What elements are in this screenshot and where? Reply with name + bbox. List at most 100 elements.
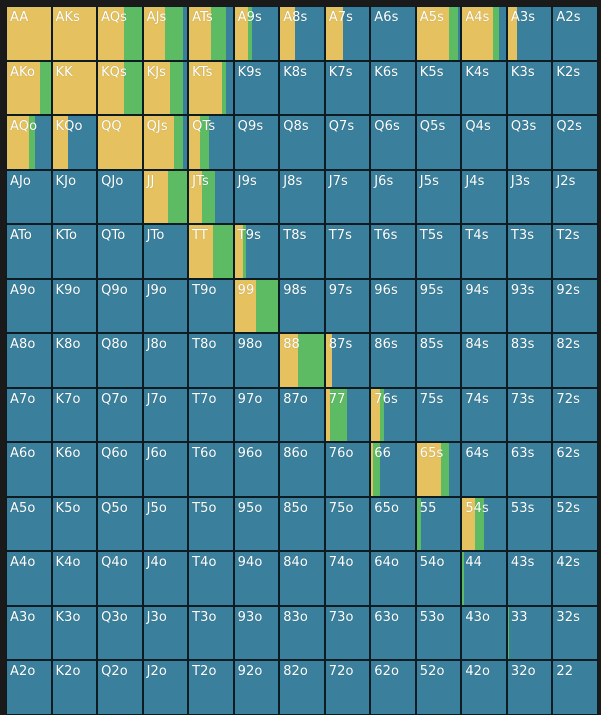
hand-cell-75s[interactable]: 75s	[415, 387, 462, 442]
hand-cell-J3s[interactable]: J3s	[506, 169, 553, 224]
hand-cell-Q9o[interactable]: Q9o	[97, 278, 143, 333]
hand-cell-97o[interactable]: 97o	[233, 387, 280, 442]
hand-cell-82s[interactable]: 82s	[552, 333, 598, 388]
hand-cell-A4s[interactable]: A4s	[461, 6, 507, 61]
hand-cell-96s[interactable]: 96s	[370, 278, 416, 333]
hand-cell-T2o[interactable]: T2o	[188, 660, 234, 715]
hand-cell-J4s[interactable]: J4s	[461, 169, 507, 224]
hand-cell-K6o[interactable]: K6o	[51, 442, 98, 497]
hand-cell-T9s[interactable]: T9s	[233, 224, 280, 279]
hand-cell-Q7o[interactable]: Q7o	[97, 387, 143, 442]
hand-cell-98s[interactable]: 98s	[279, 278, 325, 333]
hand-cell-KQs[interactable]: KQs	[97, 60, 143, 115]
hand-cell-J6o[interactable]: J6o	[142, 442, 189, 497]
hand-cell-A8s[interactable]: A8s	[279, 6, 325, 61]
hand-cell-92s[interactable]: 92s	[552, 278, 598, 333]
hand-cell-JJ[interactable]: JJ	[142, 169, 189, 224]
hand-cell-Q5s[interactable]: Q5s	[415, 115, 462, 170]
hand-cell-75o[interactable]: 75o	[324, 496, 371, 551]
hand-cell-88[interactable]: 88	[279, 333, 325, 388]
hand-cell-AJo[interactable]: AJo	[6, 169, 52, 224]
hand-cell-ATo[interactable]: ATo	[6, 224, 52, 279]
hand-cell-JTo[interactable]: JTo	[142, 224, 189, 279]
hand-cell-Q7s[interactable]: Q7s	[324, 115, 371, 170]
hand-cell-64o[interactable]: 64o	[370, 551, 416, 606]
hand-cell-A8o[interactable]: A8o	[6, 333, 52, 388]
hand-cell-JTs[interactable]: JTs	[188, 169, 234, 224]
hand-cell-J8s[interactable]: J8s	[279, 169, 325, 224]
hand-cell-42s[interactable]: 42s	[552, 551, 598, 606]
hand-cell-KQo[interactable]: KQo	[51, 115, 98, 170]
hand-cell-84o[interactable]: 84o	[279, 551, 325, 606]
hand-cell-74o[interactable]: 74o	[324, 551, 371, 606]
hand-cell-77[interactable]: 77	[324, 387, 371, 442]
hand-cell-J2o[interactable]: J2o	[142, 660, 189, 715]
hand-cell-T4o[interactable]: T4o	[188, 551, 234, 606]
hand-cell-63s[interactable]: 63s	[506, 442, 553, 497]
hand-cell-J2s[interactable]: J2s	[552, 169, 598, 224]
hand-cell-J5o[interactable]: J5o	[142, 496, 189, 551]
hand-cell-83o[interactable]: 83o	[279, 605, 325, 660]
hand-cell-Q8o[interactable]: Q8o	[97, 333, 143, 388]
hand-cell-99[interactable]: 99	[233, 278, 280, 333]
hand-cell-32o[interactable]: 32o	[506, 660, 553, 715]
hand-cell-32s[interactable]: 32s	[552, 605, 598, 660]
hand-cell-Q6s[interactable]: Q6s	[370, 115, 416, 170]
hand-cell-K9o[interactable]: K9o	[51, 278, 98, 333]
hand-cell-A9o[interactable]: A9o	[6, 278, 52, 333]
hand-cell-ATs[interactable]: ATs	[188, 6, 234, 61]
hand-cell-K7o[interactable]: K7o	[51, 387, 98, 442]
hand-cell-73o[interactable]: 73o	[324, 605, 371, 660]
hand-cell-T3s[interactable]: T3s	[506, 224, 553, 279]
hand-cell-Q8s[interactable]: Q8s	[279, 115, 325, 170]
hand-cell-T6o[interactable]: T6o	[188, 442, 234, 497]
hand-cell-T8s[interactable]: T8s	[279, 224, 325, 279]
hand-cell-97s[interactable]: 97s	[324, 278, 371, 333]
hand-cell-T5s[interactable]: T5s	[415, 224, 462, 279]
hand-cell-A6o[interactable]: A6o	[6, 442, 52, 497]
hand-cell-K8s[interactable]: K8s	[279, 60, 325, 115]
hand-cell-63o[interactable]: 63o	[370, 605, 416, 660]
hand-cell-92o[interactable]: 92o	[233, 660, 280, 715]
hand-cell-84s[interactable]: 84s	[461, 333, 507, 388]
hand-cell-74s[interactable]: 74s	[461, 387, 507, 442]
hand-cell-QTs[interactable]: QTs	[188, 115, 234, 170]
hand-cell-72s[interactable]: 72s	[552, 387, 598, 442]
hand-cell-AA[interactable]: AA	[6, 6, 52, 61]
hand-cell-Q3s[interactable]: Q3s	[506, 115, 553, 170]
hand-cell-54o[interactable]: 54o	[415, 551, 462, 606]
hand-cell-KJs[interactable]: KJs	[142, 60, 189, 115]
hand-cell-65o[interactable]: 65o	[370, 496, 416, 551]
hand-cell-54s[interactable]: 54s	[461, 496, 507, 551]
hand-cell-87s[interactable]: 87s	[324, 333, 371, 388]
hand-cell-K3s[interactable]: K3s	[506, 60, 553, 115]
hand-cell-K9s[interactable]: K9s	[233, 60, 280, 115]
hand-cell-K5s[interactable]: K5s	[415, 60, 462, 115]
hand-cell-J3o[interactable]: J3o	[142, 605, 189, 660]
hand-cell-KTs[interactable]: KTs	[188, 60, 234, 115]
hand-cell-AQs[interactable]: AQs	[97, 6, 143, 61]
hand-cell-J9s[interactable]: J9s	[233, 169, 280, 224]
hand-cell-53o[interactable]: 53o	[415, 605, 462, 660]
hand-cell-85s[interactable]: 85s	[415, 333, 462, 388]
hand-cell-J4o[interactable]: J4o	[142, 551, 189, 606]
hand-cell-64s[interactable]: 64s	[461, 442, 507, 497]
hand-cell-K8o[interactable]: K8o	[51, 333, 98, 388]
hand-cell-A3s[interactable]: A3s	[506, 6, 553, 61]
hand-cell-K2s[interactable]: K2s	[552, 60, 598, 115]
hand-cell-82o[interactable]: 82o	[279, 660, 325, 715]
hand-cell-KJo[interactable]: KJo	[51, 169, 98, 224]
hand-cell-86s[interactable]: 86s	[370, 333, 416, 388]
hand-cell-65s[interactable]: 65s	[415, 442, 462, 497]
hand-cell-K4o[interactable]: K4o	[51, 551, 98, 606]
hand-cell-72o[interactable]: 72o	[324, 660, 371, 715]
hand-cell-QJo[interactable]: QJo	[97, 169, 143, 224]
hand-cell-A5s[interactable]: A5s	[415, 6, 462, 61]
hand-cell-T7s[interactable]: T7s	[324, 224, 371, 279]
hand-cell-76o[interactable]: 76o	[324, 442, 371, 497]
hand-cell-87o[interactable]: 87o	[279, 387, 325, 442]
hand-cell-KK[interactable]: KK	[51, 60, 98, 115]
hand-cell-A9s[interactable]: A9s	[233, 6, 280, 61]
hand-cell-A7o[interactable]: A7o	[6, 387, 52, 442]
hand-cell-T8o[interactable]: T8o	[188, 333, 234, 388]
